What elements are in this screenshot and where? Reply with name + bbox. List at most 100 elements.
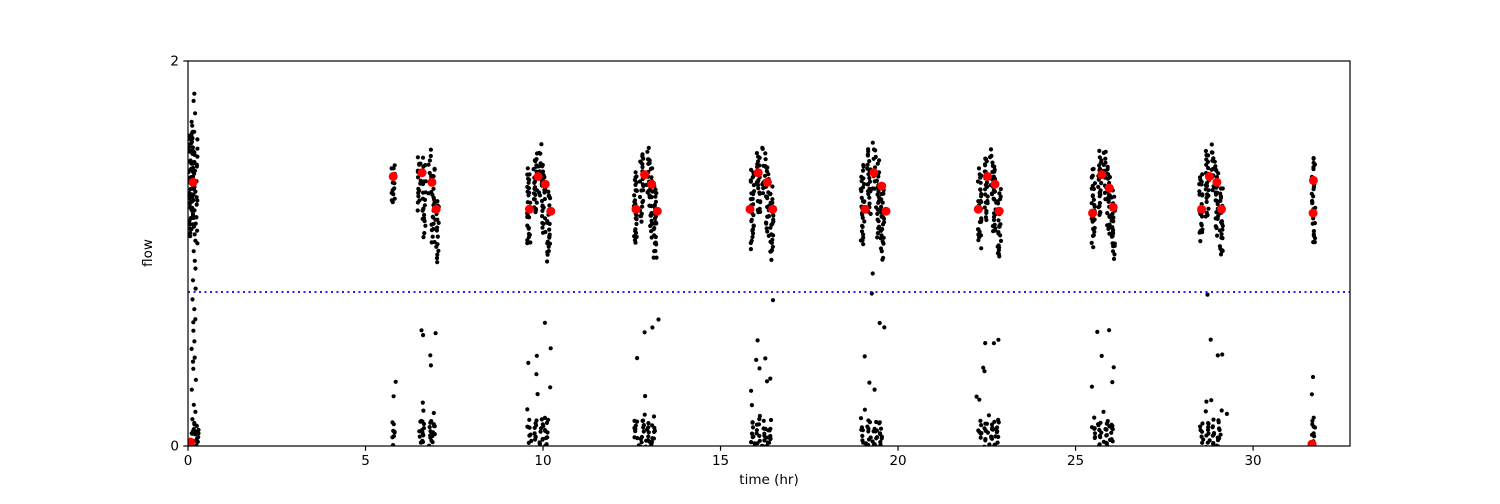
- data-point: [190, 297, 195, 302]
- data-point: [1095, 329, 1100, 334]
- data-point: [547, 232, 552, 237]
- highlight-point: [860, 204, 870, 214]
- data-point: [1211, 417, 1216, 422]
- data-point: [867, 159, 872, 164]
- highlight-point: [877, 181, 887, 191]
- data-point: [1104, 433, 1109, 438]
- data-point: [992, 164, 997, 169]
- data-point: [435, 234, 440, 239]
- data-point: [983, 341, 988, 346]
- highlight-point: [990, 179, 1000, 189]
- data-point: [650, 166, 655, 171]
- data-point: [431, 221, 436, 226]
- data-point: [1105, 419, 1110, 424]
- data-point: [540, 422, 545, 427]
- highlight-point: [427, 177, 437, 187]
- data-point: [641, 429, 646, 434]
- data-point: [1197, 189, 1202, 194]
- data-point: [1203, 409, 1208, 414]
- data-point: [768, 376, 773, 381]
- data-point: [1092, 204, 1097, 209]
- data-point: [1091, 245, 1096, 250]
- highlight-point: [753, 168, 763, 178]
- highlight-point: [533, 172, 543, 181]
- data-point: [1098, 188, 1103, 193]
- data-point: [420, 400, 425, 405]
- data-point: [525, 407, 530, 412]
- data-point: [192, 159, 197, 165]
- data-point: [879, 191, 884, 197]
- data-point: [645, 149, 650, 154]
- data-point: [1097, 204, 1102, 209]
- highlight-point: [1088, 208, 1098, 218]
- data-point: [757, 190, 762, 195]
- data-point: [863, 441, 869, 446]
- data-point: [196, 431, 201, 436]
- data-point: [875, 217, 880, 222]
- x-tick-label: 15: [712, 453, 729, 469]
- data-point: [646, 434, 651, 439]
- data-point: [975, 179, 981, 184]
- data-point: [633, 216, 638, 221]
- data-point: [1109, 422, 1114, 427]
- data-point: [525, 223, 530, 228]
- data-point: [653, 194, 658, 199]
- data-point: [193, 317, 198, 322]
- highlight-point: [647, 179, 657, 189]
- data-point: [1218, 186, 1224, 191]
- data-point: [874, 178, 880, 183]
- data-point: [194, 202, 199, 207]
- data-point: [749, 217, 754, 222]
- data-point: [435, 217, 440, 222]
- data-point: [875, 235, 880, 240]
- data-point: [534, 418, 539, 423]
- data-point: [1218, 432, 1223, 437]
- data-point: [548, 385, 553, 390]
- data-point: [986, 413, 992, 418]
- data-point: [880, 227, 885, 232]
- highlight-point: [640, 170, 650, 180]
- data-point: [189, 227, 194, 232]
- data-point: [867, 195, 872, 200]
- data-point: [762, 173, 768, 178]
- data-point: [651, 436, 657, 441]
- data-point: [525, 214, 530, 220]
- data-point: [1206, 166, 1211, 171]
- data-point: [769, 257, 774, 262]
- data-point: [391, 394, 396, 399]
- data-point: [749, 388, 754, 393]
- data-point: [192, 91, 197, 96]
- data-point: [431, 186, 436, 191]
- data-point: [1098, 435, 1103, 440]
- data-point: [768, 417, 774, 423]
- data-point: [763, 157, 768, 162]
- data-point: [641, 423, 647, 428]
- data-point: [996, 337, 1001, 342]
- data-point: [881, 255, 886, 260]
- data-point: [545, 249, 550, 255]
- data-point: [1110, 427, 1115, 432]
- data-point: [1103, 160, 1108, 165]
- data-point: [540, 162, 545, 168]
- highlight-point: [1217, 204, 1226, 214]
- data-point: [1199, 434, 1204, 439]
- data-point: [982, 205, 987, 210]
- data-point: [1111, 256, 1117, 261]
- data-point: [391, 422, 396, 427]
- data-point: [191, 198, 196, 203]
- data-point: [866, 437, 872, 442]
- data-point: [548, 346, 553, 351]
- highlight-point: [1097, 170, 1107, 180]
- data-point: [1203, 187, 1208, 192]
- data-point: [761, 418, 766, 423]
- highlight-point: [1104, 183, 1114, 193]
- data-point: [428, 363, 433, 368]
- x-axis-ticks: 0 5 10 15 20 25 30: [184, 446, 1262, 469]
- data-point: [878, 426, 884, 431]
- data-point: [763, 356, 768, 361]
- data-point: [862, 182, 867, 187]
- data-point: [417, 198, 422, 203]
- data-point: [1109, 234, 1114, 239]
- data-point: [996, 231, 1001, 236]
- data-point: [191, 98, 196, 103]
